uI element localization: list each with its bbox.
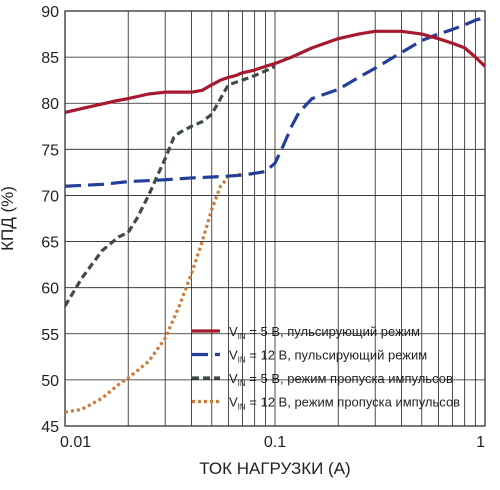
legend-label-2: VIN = 12 В, пульсирующий режим bbox=[229, 348, 427, 365]
series-line-1 bbox=[65, 29, 485, 114]
y-tick-label: 60 bbox=[41, 281, 59, 298]
y-tick-label: 85 bbox=[41, 50, 59, 67]
y-tick-label: 55 bbox=[41, 327, 59, 344]
y-tick-label: 45 bbox=[41, 419, 59, 436]
y-tick-labels: 45 50 55 60 65 70 75 80 85 90 bbox=[41, 4, 59, 436]
series-layer bbox=[65, 15, 485, 414]
series-line-2 bbox=[65, 15, 485, 188]
plot-frame bbox=[64, 10, 486, 427]
legend: VIN = 5 В, пульсирующий режим VIN = 12 В,… bbox=[192, 324, 460, 412]
legend-label-4: VIN = 12 В, режим пропуска импульсов bbox=[229, 395, 460, 412]
series-line-4 bbox=[65, 172, 243, 414]
y-tick-label: 65 bbox=[41, 235, 59, 252]
y-tick-label: 80 bbox=[41, 96, 59, 113]
grid bbox=[64, 10, 486, 427]
y-tick-label: 90 bbox=[41, 4, 59, 21]
x-tick-label: 0.01 bbox=[60, 434, 91, 451]
y-tick-label: 50 bbox=[41, 373, 59, 390]
x-axis-title: ТОК НАГРУЗКИ (А) bbox=[199, 459, 350, 478]
x-tick-label: 1 bbox=[476, 434, 485, 451]
series-line-3 bbox=[65, 64, 276, 307]
legend-label-3: VIN = 5 В, режим пропуска импульсов bbox=[229, 371, 453, 388]
legend-label-1: VIN = 5 В, пульсирующий режим bbox=[229, 324, 420, 341]
y-tick-label: 75 bbox=[41, 142, 59, 159]
x-tick-label: 0.1 bbox=[264, 434, 286, 451]
x-tick-labels: 0.01 0.1 1 bbox=[60, 434, 485, 451]
y-tick-label: 70 bbox=[41, 188, 59, 205]
y-axis-title: КПД (%) bbox=[0, 186, 17, 251]
